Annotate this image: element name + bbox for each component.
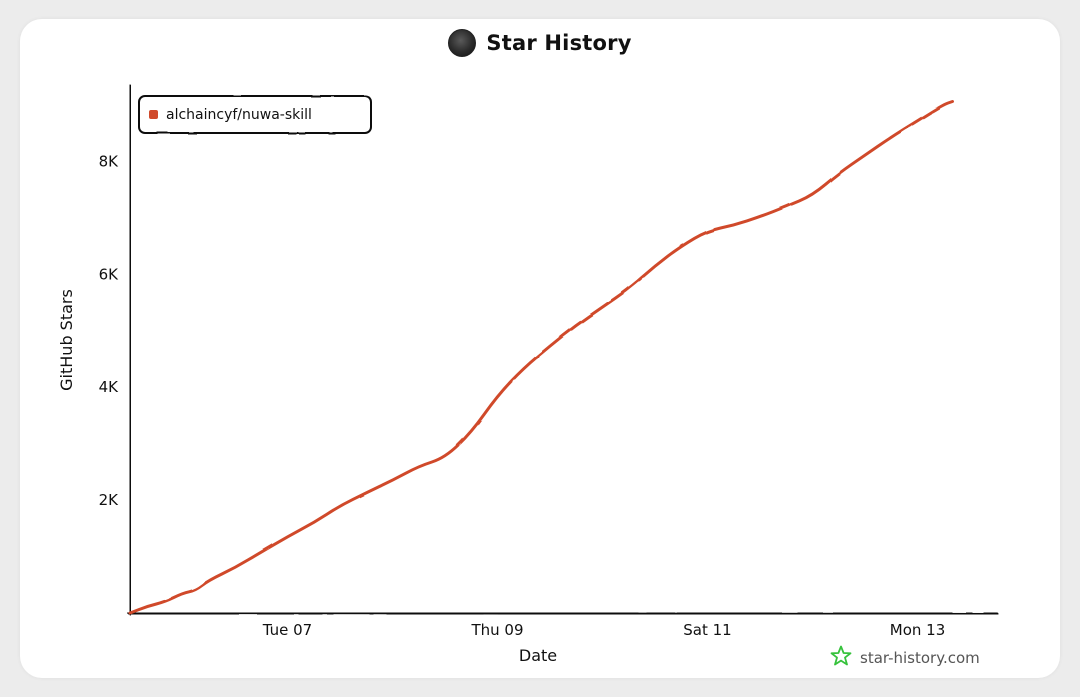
avatar: [448, 29, 477, 57]
watermark[interactable]: star-history.com: [830, 645, 980, 671]
x-tick-label: Mon 13: [890, 621, 945, 639]
watermark-text: star-history.com: [860, 649, 980, 667]
y-tick-label: 4K: [99, 378, 120, 396]
star-logo-icon: [830, 645, 852, 671]
y-tick-label: 2K: [99, 491, 120, 509]
y-tick-label: 6K: [99, 265, 120, 283]
series-line: [128, 100, 954, 615]
x-tick-label: Sat 11: [683, 621, 731, 639]
chart-header: Star History: [0, 27, 1080, 59]
legend-label: alchaincyf/nuwa-skill: [166, 107, 312, 123]
y-axis-line: [128, 84, 133, 616]
legend-box: [138, 95, 372, 134]
x-tick-label: Tue 07: [262, 621, 312, 639]
x-axis-label: Date: [519, 646, 557, 665]
chart-title: Star History: [486, 31, 632, 55]
legend-swatch: [149, 110, 158, 119]
y-tick-label: 8K: [99, 152, 120, 170]
x-axis-line: [127, 611, 999, 616]
x-tick-label: Thu 09: [470, 621, 523, 639]
y-axis-label: GitHub Stars: [57, 289, 76, 391]
